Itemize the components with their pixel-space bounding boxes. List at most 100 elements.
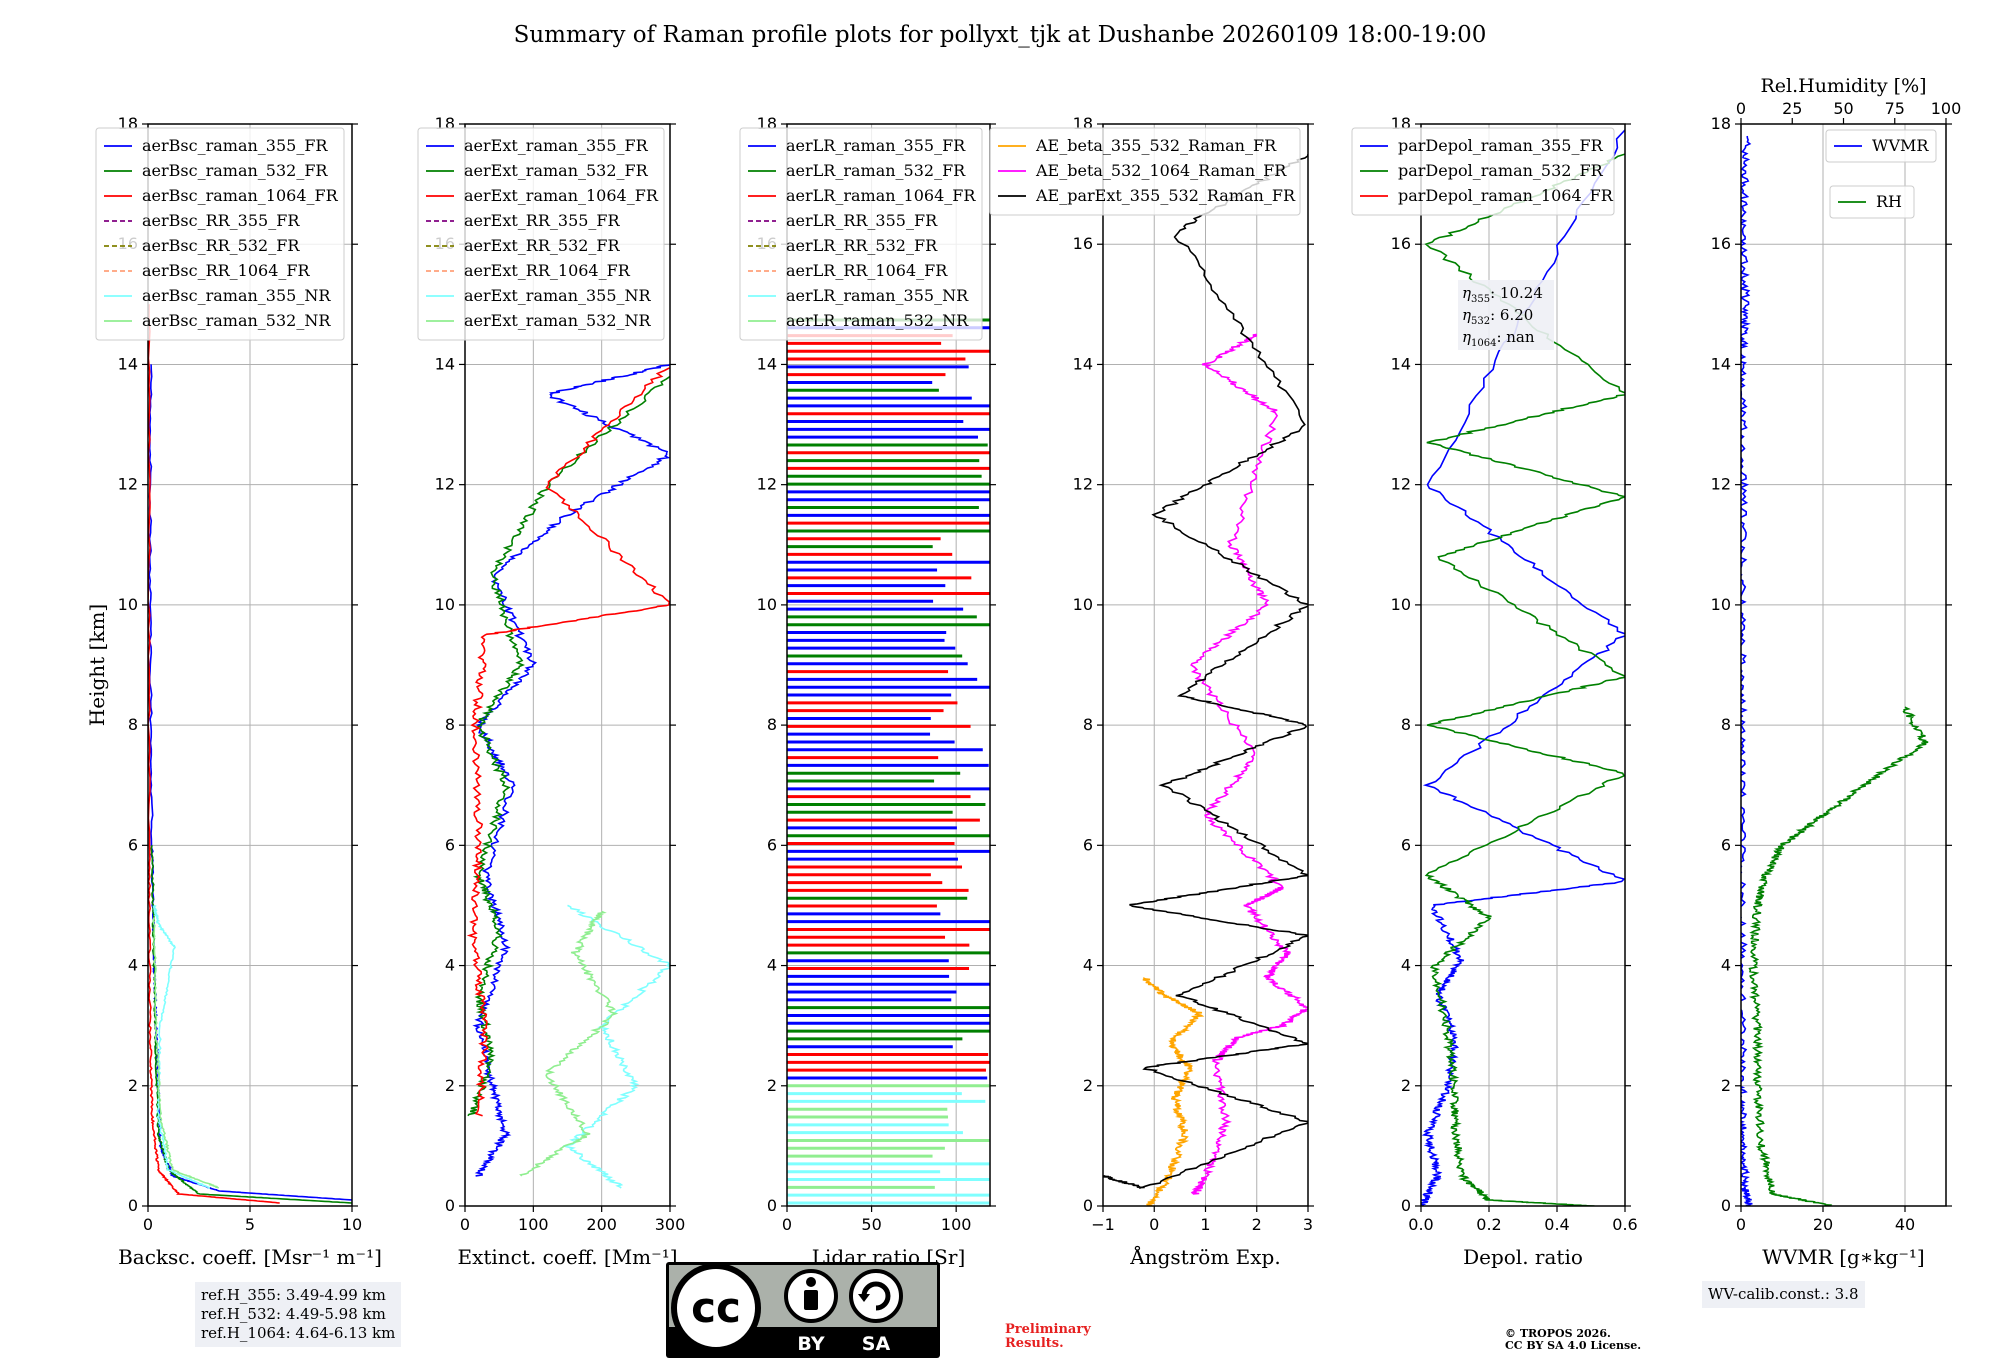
eta-annotation-line: η1064: nan (1462, 328, 1535, 349)
y-axis-label: Height [km] (85, 604, 109, 726)
legend-box (989, 127, 1301, 216)
panel-1: 0246810121416180510Backsc. coeff. [Msr⁻¹… (85, 114, 382, 1269)
legend-entry: AE_beta_532_1064_Raman_FR (1035, 161, 1287, 180)
y-tick-label: 2 (1083, 1076, 1093, 1095)
y-tick-label: 6 (1401, 835, 1411, 854)
preliminary-line-2: Results. (1005, 1336, 1064, 1351)
x-tick-label: 0 (460, 1215, 470, 1234)
legend-entry: aerBsc_raman_1064_FR (142, 186, 339, 205)
legend-entry: aerLR_raman_1064_FR (786, 186, 976, 205)
y-tick-label: 14 (1711, 354, 1731, 373)
x-tick-label: 50 (861, 1215, 881, 1234)
y-tick-label: 2 (128, 1076, 138, 1095)
x-tick-label: 100 (941, 1215, 972, 1234)
series-line-AE_beta_532_1064_Raman_FR (1190, 333, 1308, 1195)
top-x-tick-label: 50 (1833, 99, 1853, 118)
legend-entry: RH (1876, 192, 1902, 211)
y-tick-label: 8 (1401, 715, 1411, 734)
series-line-aerExt_raman_355_NR (563, 904, 670, 1189)
y-tick-label: 14 (118, 354, 138, 373)
x-axis-label: Extinct. coeff. [Mm⁻¹] (457, 1245, 677, 1269)
wv-calibration-box: WV-calib.const.: 3.8 (1702, 1281, 1865, 1308)
y-tick-label: 2 (1401, 1076, 1411, 1095)
y-tick-label: 4 (1083, 956, 1093, 975)
legend-entry: WVMR (1872, 136, 1929, 155)
legend-entry: aerLR_raman_532_NR (786, 311, 969, 330)
legend: WVMR RH (1825, 129, 1937, 219)
y-tick-label: 0 (445, 1196, 455, 1215)
legend: parDepol_raman_355_FR parDepol_raman_532_… (1351, 127, 1615, 216)
legend-entry: aerLR_RR_532_FR (786, 236, 938, 255)
y-tick-label: 8 (767, 715, 777, 734)
series-line-aerBsc_raman_1064_FR (148, 304, 280, 1204)
series-line-WVMR (1741, 135, 1753, 1206)
x-axis-label: WVMR [g∗kg⁻¹] (1762, 1245, 1924, 1269)
legend-entry: aerLR_RR_1064_FR (786, 261, 948, 280)
y-tick-label: 14 (757, 354, 777, 373)
legend-entry: aerLR_raman_355_FR (786, 136, 966, 155)
y-tick-label: 6 (445, 835, 455, 854)
badge-by-label: BY (797, 1333, 824, 1355)
y-tick-label: 8 (445, 715, 455, 734)
legend-box (417, 127, 665, 341)
series-line-aerExt_raman_532_NR (519, 910, 619, 1177)
x-tick-label: 0.0 (1408, 1215, 1433, 1234)
legend-entry: aerExt_raman_355_FR (464, 136, 649, 155)
preliminary-line-1: Preliminary (1005, 1322, 1091, 1337)
x-tick-label: 0 (143, 1215, 153, 1234)
y-tick-label: 4 (445, 956, 455, 975)
axes-frame (464, 123, 671, 1207)
series-line-aerBsc_raman_355_FR (148, 364, 352, 1201)
x-tick-label: 0 (1149, 1215, 1159, 1234)
y-tick-label: 8 (1083, 715, 1093, 734)
cc-logo-text: cc (691, 1283, 741, 1332)
copyright-note: © TROPOS 2026. CC BY SA 4.0 License. (1505, 1328, 1641, 1352)
legend-entry: aerExt_RR_1064_FR (464, 261, 631, 280)
plot-area (787, 318, 990, 1205)
plot-area (148, 304, 352, 1204)
top-x-tick-label: 0 (1736, 99, 1746, 118)
y-tick-label: 4 (1721, 956, 1731, 975)
cc-logo-icon (671, 1263, 761, 1353)
x-tick-label: 10 (342, 1215, 362, 1234)
series-line-aerExt_raman_532_FR (467, 375, 670, 1117)
series-line-parDepol_raman_532_FR (1424, 153, 1625, 1206)
legend-entry: aerBsc_RR_355_FR (142, 211, 300, 230)
badge-sa-label: SA (862, 1333, 891, 1355)
legend-entry: aerLR_raman_532_FR (786, 161, 966, 180)
y-tick-label: 12 (1391, 475, 1411, 494)
y-tick-label: 12 (757, 475, 777, 494)
x-tick-label: 0.4 (1544, 1215, 1569, 1234)
y-tick-label: 6 (1083, 835, 1093, 854)
top-x-tick-label: 75 (1885, 99, 1905, 118)
legend-box (1825, 129, 1937, 163)
plot-area (1741, 135, 1929, 1206)
axes-frame (1420, 123, 1626, 1207)
y-tick-label: 14 (1073, 354, 1093, 373)
y-tick-label: 8 (1721, 715, 1731, 734)
legend-entry: parDepol_raman_355_FR (1398, 136, 1604, 155)
y-tick-label: 12 (1711, 475, 1731, 494)
x-tick-label: 100 (518, 1215, 549, 1234)
x-tick-label: 2 (1252, 1215, 1262, 1234)
legend-entry: aerLR_RR_355_FR (786, 211, 938, 230)
x-tick-label: 1 (1200, 1215, 1210, 1234)
y-tick-label: 10 (118, 595, 138, 614)
legend: aerLR_raman_355_FR aerLR_raman_532_FR aerL… (739, 127, 983, 341)
x-tick-label: 20 (1813, 1215, 1833, 1234)
preliminary-note: Preliminary Results. (1005, 1323, 1091, 1351)
legend-entry: aerExt_RR_532_FR (464, 236, 621, 255)
y-tick-label: 2 (445, 1076, 455, 1095)
series-line-RH (1748, 706, 1929, 1206)
x-tick-label: 0 (1736, 1215, 1746, 1234)
legend-entry: aerBsc_raman_355_NR (142, 286, 331, 305)
y-tick-label: 8 (128, 715, 138, 734)
legend: AE_beta_355_532_Raman_FR AE_beta_532_1064… (989, 127, 1301, 216)
y-tick-label: 12 (435, 475, 455, 494)
x-axis-label: Backsc. coeff. [Msr⁻¹ m⁻¹] (118, 1245, 382, 1269)
y-tick-label: 10 (1391, 595, 1411, 614)
series-line-aerBsc_raman_532_NR (152, 917, 220, 1189)
y-tick-label: 16 (1711, 234, 1731, 253)
y-tick-label: 2 (1721, 1076, 1731, 1095)
